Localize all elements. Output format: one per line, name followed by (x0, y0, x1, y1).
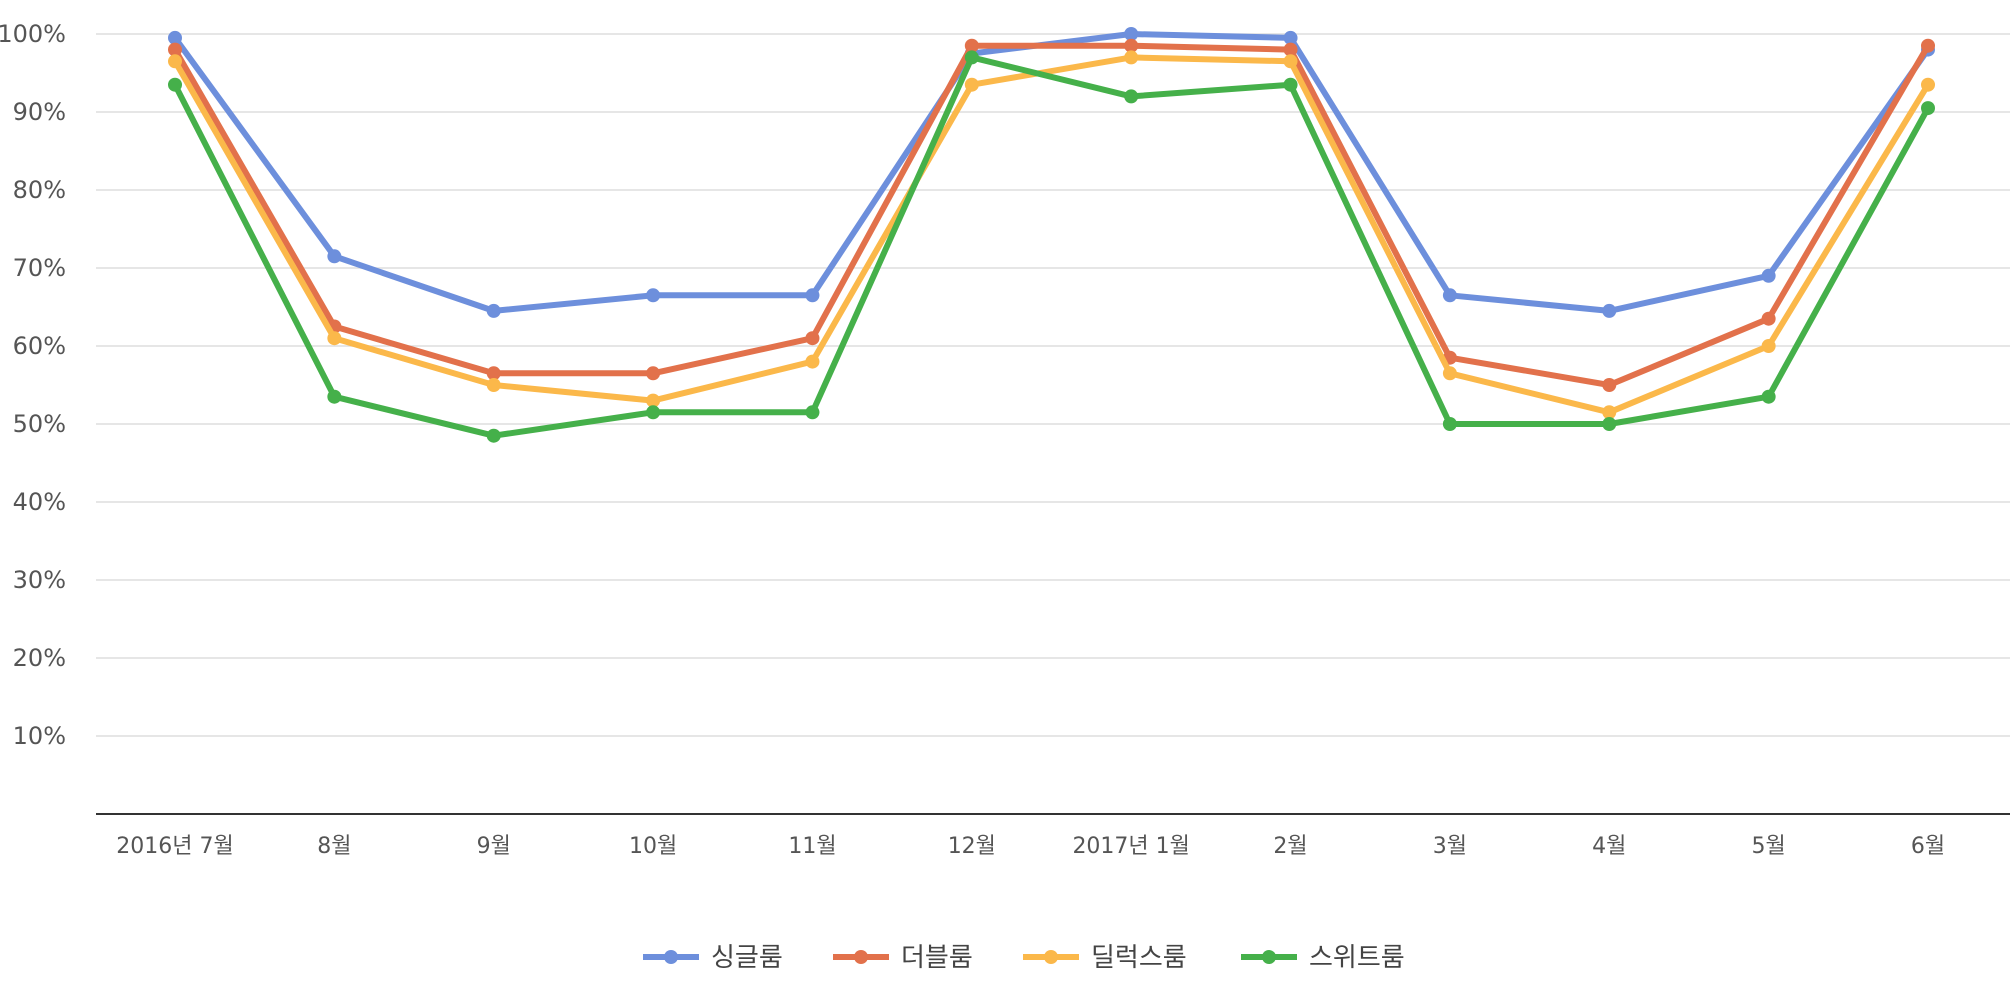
data-point (805, 331, 820, 346)
y-tick-label: 50% (13, 410, 66, 438)
data-point (327, 249, 342, 264)
x-tick-label: 12월 (948, 834, 996, 859)
x-tick-label: 2016년 7월 (116, 834, 233, 859)
axes: 10% 20% 30% 40% 50% 60% 70% 80% 90% 100% 2016년 7월 8… (0, 20, 2010, 859)
data-point (1442, 288, 1457, 303)
y-tick-label: 30% (13, 566, 66, 594)
data-point (646, 405, 661, 420)
data-point (486, 366, 501, 381)
data-point (1921, 38, 1935, 53)
legend-item[interactable]: 더블룸 (833, 943, 973, 973)
data-point (964, 77, 979, 92)
data-point (964, 38, 979, 53)
legend-swatch-dot (854, 950, 868, 964)
data-point (1602, 405, 1617, 420)
data-point (1602, 303, 1617, 318)
x-tick-label: 10월 (629, 834, 677, 859)
legend-label: 딜럭스룸 (1091, 943, 1187, 973)
x-tick-label: 2017년 1월 (1072, 834, 1189, 859)
legend: 싱글룸 더블룸 딜럭스룸 스위트룸 (643, 943, 1405, 973)
y-tick-label: 100% (0, 20, 66, 48)
data-point (805, 405, 820, 420)
data-point (1283, 77, 1298, 92)
series-2 (168, 38, 1935, 392)
data-point (1921, 101, 1935, 116)
y-tick-label: 70% (13, 254, 66, 282)
series-line (172, 54, 1931, 439)
data-point (646, 288, 661, 303)
x-tick-label: 8월 (317, 834, 351, 859)
data-point (486, 378, 501, 392)
data-point (168, 42, 182, 57)
data-point (1124, 38, 1139, 53)
series-line (172, 42, 1931, 388)
legend-swatch-dot (664, 950, 678, 964)
x-tick-label: 5월 (1752, 834, 1786, 859)
data-point (646, 393, 661, 408)
data-point (1442, 366, 1457, 381)
data-point (1602, 417, 1617, 431)
x-tick-label: 11월 (788, 834, 836, 859)
data-point (1283, 54, 1298, 69)
y-tick-label: 60% (13, 332, 66, 360)
data-point (1761, 339, 1776, 353)
x-tick-label: 2월 (1273, 834, 1307, 859)
data-point (1761, 389, 1776, 404)
data-point (486, 428, 501, 443)
data-point (168, 77, 182, 92)
legend-swatch-dot (1262, 950, 1276, 964)
legend-label: 스위트룸 (1309, 943, 1405, 973)
data-point (327, 389, 342, 404)
legend-label: 싱글룸 (711, 943, 783, 973)
series-lines (168, 27, 1935, 443)
data-point (1124, 27, 1139, 41)
series-line (172, 54, 1931, 416)
legend-item[interactable]: 싱글룸 (643, 943, 783, 973)
data-point (1283, 42, 1298, 57)
series-4 (168, 50, 1935, 443)
data-point (1921, 77, 1935, 92)
y-tick-label: 10% (13, 722, 66, 750)
x-tick-label: 6월 (1911, 834, 1945, 859)
data-point (1602, 378, 1617, 392)
grid-lines (96, 33, 2010, 737)
series-3 (168, 50, 1935, 420)
data-point (1283, 30, 1298, 45)
data-point (964, 50, 979, 65)
x-tick-label: 3월 (1433, 834, 1467, 859)
data-point (805, 354, 820, 369)
x-tick-label: 9월 (477, 834, 511, 859)
y-tick-label: 90% (13, 98, 66, 126)
y-tick-label: 20% (13, 644, 66, 672)
y-tick-label: 40% (13, 488, 66, 516)
data-point (486, 303, 501, 318)
data-point (327, 331, 342, 346)
data-point (1761, 268, 1776, 283)
data-point (1442, 417, 1457, 431)
y-tick-label: 80% (13, 176, 66, 204)
legend-label: 더블룸 (901, 943, 973, 973)
data-point (168, 54, 182, 69)
data-point (1124, 50, 1139, 65)
data-point (1124, 89, 1139, 104)
data-point (168, 30, 182, 45)
legend-item[interactable]: 스위트룸 (1241, 943, 1405, 973)
legend-swatch-dot (1044, 950, 1058, 964)
data-point (646, 366, 661, 381)
legend-item[interactable]: 딜럭스룸 (1023, 943, 1187, 973)
x-tick-label: 4월 (1592, 834, 1626, 859)
data-point (1761, 311, 1776, 326)
data-point (805, 288, 820, 303)
